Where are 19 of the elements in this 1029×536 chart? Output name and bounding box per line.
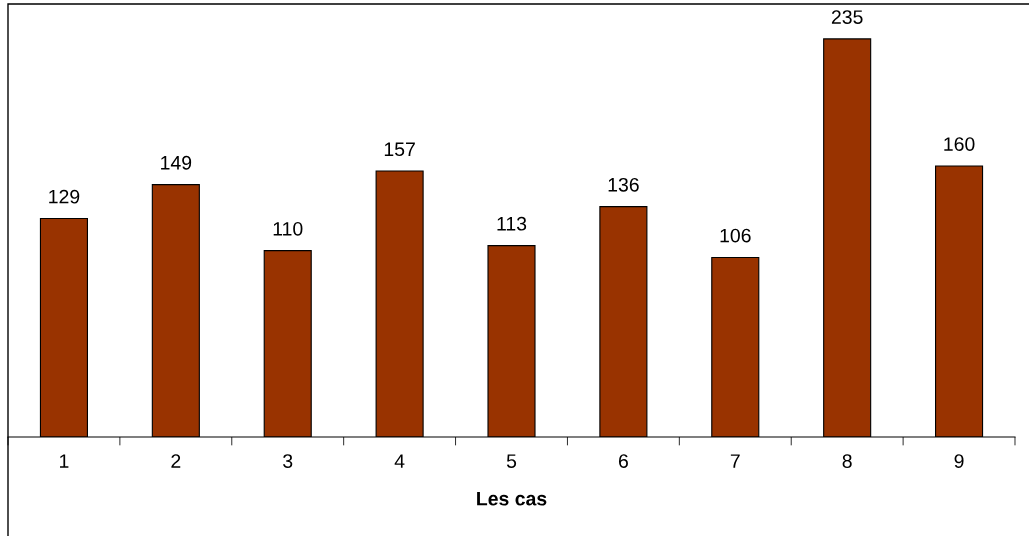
data-label: 157 [384, 142, 415, 157]
data-label: 160 [944, 137, 975, 151]
data-label: 149 [161, 155, 192, 170]
x-tick-label: 2 [171, 454, 181, 468]
x-tick-label: 6 [618, 454, 628, 468]
x-tick-label: 5 [506, 454, 517, 468]
data-label: 136 [608, 177, 639, 192]
data-label: 110 [273, 221, 303, 236]
data-label: 106 [720, 228, 751, 243]
x-axis-title: Les cas [477, 491, 547, 506]
x-tick-label: 8 [842, 454, 852, 468]
data-label: 235 [831, 10, 863, 24]
x-tick-label: 1 [60, 454, 69, 468]
x-tick-label: 7 [730, 454, 740, 468]
data-label: 113 [497, 216, 527, 231]
x-tick-label: 3 [283, 454, 293, 468]
data-label: 129 [49, 189, 80, 204]
x-tick-label: 4 [394, 454, 405, 468]
x-tick-label: 9 [954, 454, 964, 468]
